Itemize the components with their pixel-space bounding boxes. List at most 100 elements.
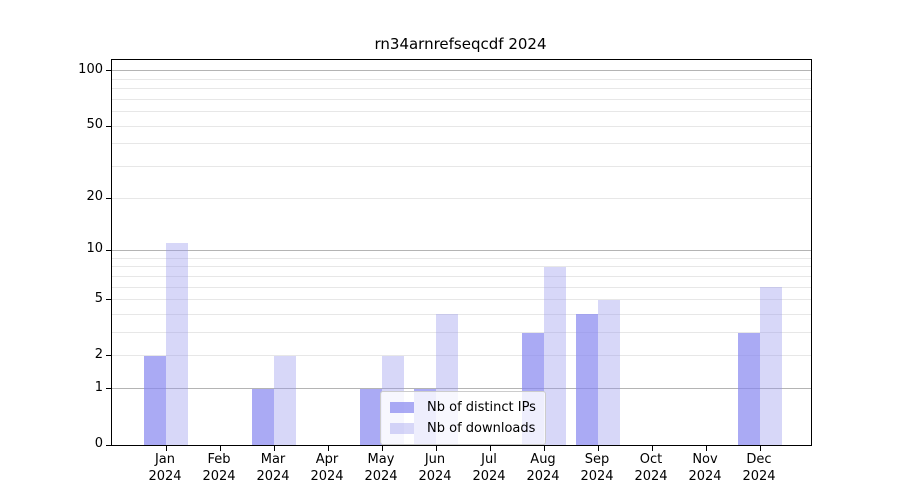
x-axis-tick-label-month: Jun	[424, 452, 446, 467]
x-axis-tick-label-month: Jul	[481, 452, 497, 467]
x-axis-tick	[705, 445, 707, 451]
x-axis-tick-label: May 2024	[354, 451, 408, 485]
x-axis-tick-label-year: 2024	[688, 469, 722, 484]
x-axis-tick-label-month: Dec	[746, 452, 772, 467]
y-axis-tick-label: 10	[86, 241, 103, 257]
x-axis-tick	[597, 445, 599, 451]
x-axis-tick-label-month: Apr	[315, 452, 339, 467]
y-axis-tick-label: 100	[78, 61, 103, 77]
bar-nb-of-downloads	[544, 266, 566, 445]
y-axis-tick	[106, 70, 112, 72]
gridline-minor	[112, 197, 811, 199]
y-axis-tick	[106, 299, 112, 301]
x-axis-tick-label: Jun 2024	[408, 451, 462, 485]
plot-area: Nb of distinct IPs Nb of downloads	[106, 59, 812, 451]
legend-swatch-nb-of-distinct-ips	[390, 402, 414, 413]
x-axis-tick-label-month: Jan	[154, 452, 176, 467]
gridline-major	[112, 70, 811, 72]
bar-nb-of-downloads	[166, 243, 188, 445]
y-axis-tick-label: 0	[94, 436, 103, 451]
x-axis-tick-label: Oct 2024	[624, 451, 678, 485]
gridline-minor	[112, 78, 811, 80]
x-axis-tick-label: Jan 2024	[138, 451, 192, 485]
gridline-minor	[112, 313, 811, 315]
x-axis-tick-label: Jul 2024	[462, 451, 516, 485]
gridline-minor	[112, 332, 811, 334]
gridline-minor	[112, 98, 811, 100]
gridline-minor	[112, 257, 811, 259]
x-axis-tick-label-month: Nov	[692, 452, 718, 467]
gridline-minor	[112, 286, 811, 288]
gridline-minor	[112, 275, 811, 277]
x-axis-tick-label-month: Feb	[207, 452, 231, 467]
x-axis-tick-label-year: 2024	[310, 469, 344, 484]
gridline-minor	[112, 111, 811, 112]
x-axis-tick-label-month: Oct	[639, 452, 663, 467]
y-axis-tick	[106, 355, 112, 357]
x-axis-tick-label-year: 2024	[634, 469, 668, 484]
gridline-minor	[112, 143, 811, 145]
bar-nb-of-downloads	[760, 287, 782, 445]
gridline-minor	[112, 165, 811, 167]
gridline-minor	[112, 355, 811, 357]
y-axis-tick-label: 2	[94, 346, 103, 362]
y-axis-tick	[106, 197, 112, 199]
x-axis-tick-label-year: 2024	[202, 469, 236, 484]
legend-item: Nb of distinct IPs	[390, 397, 536, 418]
legend-swatch-nb-of-downloads	[390, 423, 414, 434]
y-axis-tick	[106, 388, 112, 390]
x-axis-tick-label-month: May	[367, 452, 395, 467]
bar-nb-of-downloads	[274, 355, 296, 445]
x-axis-tick-label-year: 2024	[742, 469, 776, 484]
x-axis-tick-label-year: 2024	[256, 469, 290, 484]
x-axis-tick-label: Apr 2024	[300, 451, 354, 485]
bar-nb-of-downloads	[598, 299, 620, 445]
x-axis-tick	[651, 445, 653, 451]
x-axis-tick-label-year: 2024	[364, 469, 398, 484]
gridline-minor	[112, 266, 811, 268]
x-axis-tick-label-year: 2024	[580, 469, 614, 484]
x-axis-tick-label: Feb 2024	[192, 451, 246, 485]
y-axis-tick-label: 50	[86, 117, 103, 133]
x-axis-tick	[759, 445, 761, 451]
x-axis-tick-label-year: 2024	[418, 469, 452, 484]
y-axis-tick-label: 1	[94, 379, 103, 395]
x-axis-tick-label-month: Mar	[260, 452, 286, 467]
x-axis-tick	[381, 445, 383, 451]
x-axis-tick-label: Nov 2024	[678, 451, 732, 485]
legend-item: Nb of downloads	[390, 418, 536, 439]
x-axis-tick-label-month: Aug	[530, 452, 556, 467]
y-axis-tick-label: 5	[94, 290, 103, 306]
bar-nb-of-distinct-ips	[360, 388, 382, 445]
bar-nb-of-distinct-ips	[576, 314, 598, 445]
gridline-minor	[112, 87, 811, 89]
y-axis-tick	[106, 249, 112, 251]
x-axis-tick-label-year: 2024	[526, 469, 560, 484]
bar-nb-of-distinct-ips	[738, 332, 760, 445]
y-axis-tick-label: 20	[86, 189, 103, 204]
gridline-major	[112, 388, 811, 390]
x-axis-tick-label-month: Sep	[584, 452, 610, 467]
x-axis-tick-label-year: 2024	[148, 469, 182, 484]
x-axis-tick-label: Sep 2024	[570, 451, 624, 485]
x-axis-tick	[435, 445, 437, 451]
y-axis-tick	[106, 444, 112, 446]
y-axis-tick	[106, 125, 112, 127]
x-axis-tick	[273, 445, 275, 451]
gridline-minor	[112, 125, 811, 127]
x-axis-tick-label-year: 2024	[472, 469, 506, 484]
x-axis-tick-label: Dec 2024	[732, 451, 786, 485]
chart-title: rn34arnrefseqcdf 2024	[374, 35, 547, 53]
legend-label: Nb of downloads	[427, 421, 536, 436]
legend-label: Nb of distinct IPs	[427, 400, 536, 415]
legend: Nb of distinct IPs Nb of downloads	[380, 391, 546, 445]
x-axis-tick	[219, 445, 221, 451]
bar-nb-of-distinct-ips	[252, 388, 274, 445]
x-axis-tick	[489, 445, 491, 451]
bar-nb-of-distinct-ips	[144, 355, 166, 445]
x-axis-tick	[543, 445, 545, 451]
x-axis-tick-label: Aug 2024	[516, 451, 570, 485]
x-axis-tick-label: Mar 2024	[246, 451, 300, 485]
gridline-major	[112, 249, 811, 251]
